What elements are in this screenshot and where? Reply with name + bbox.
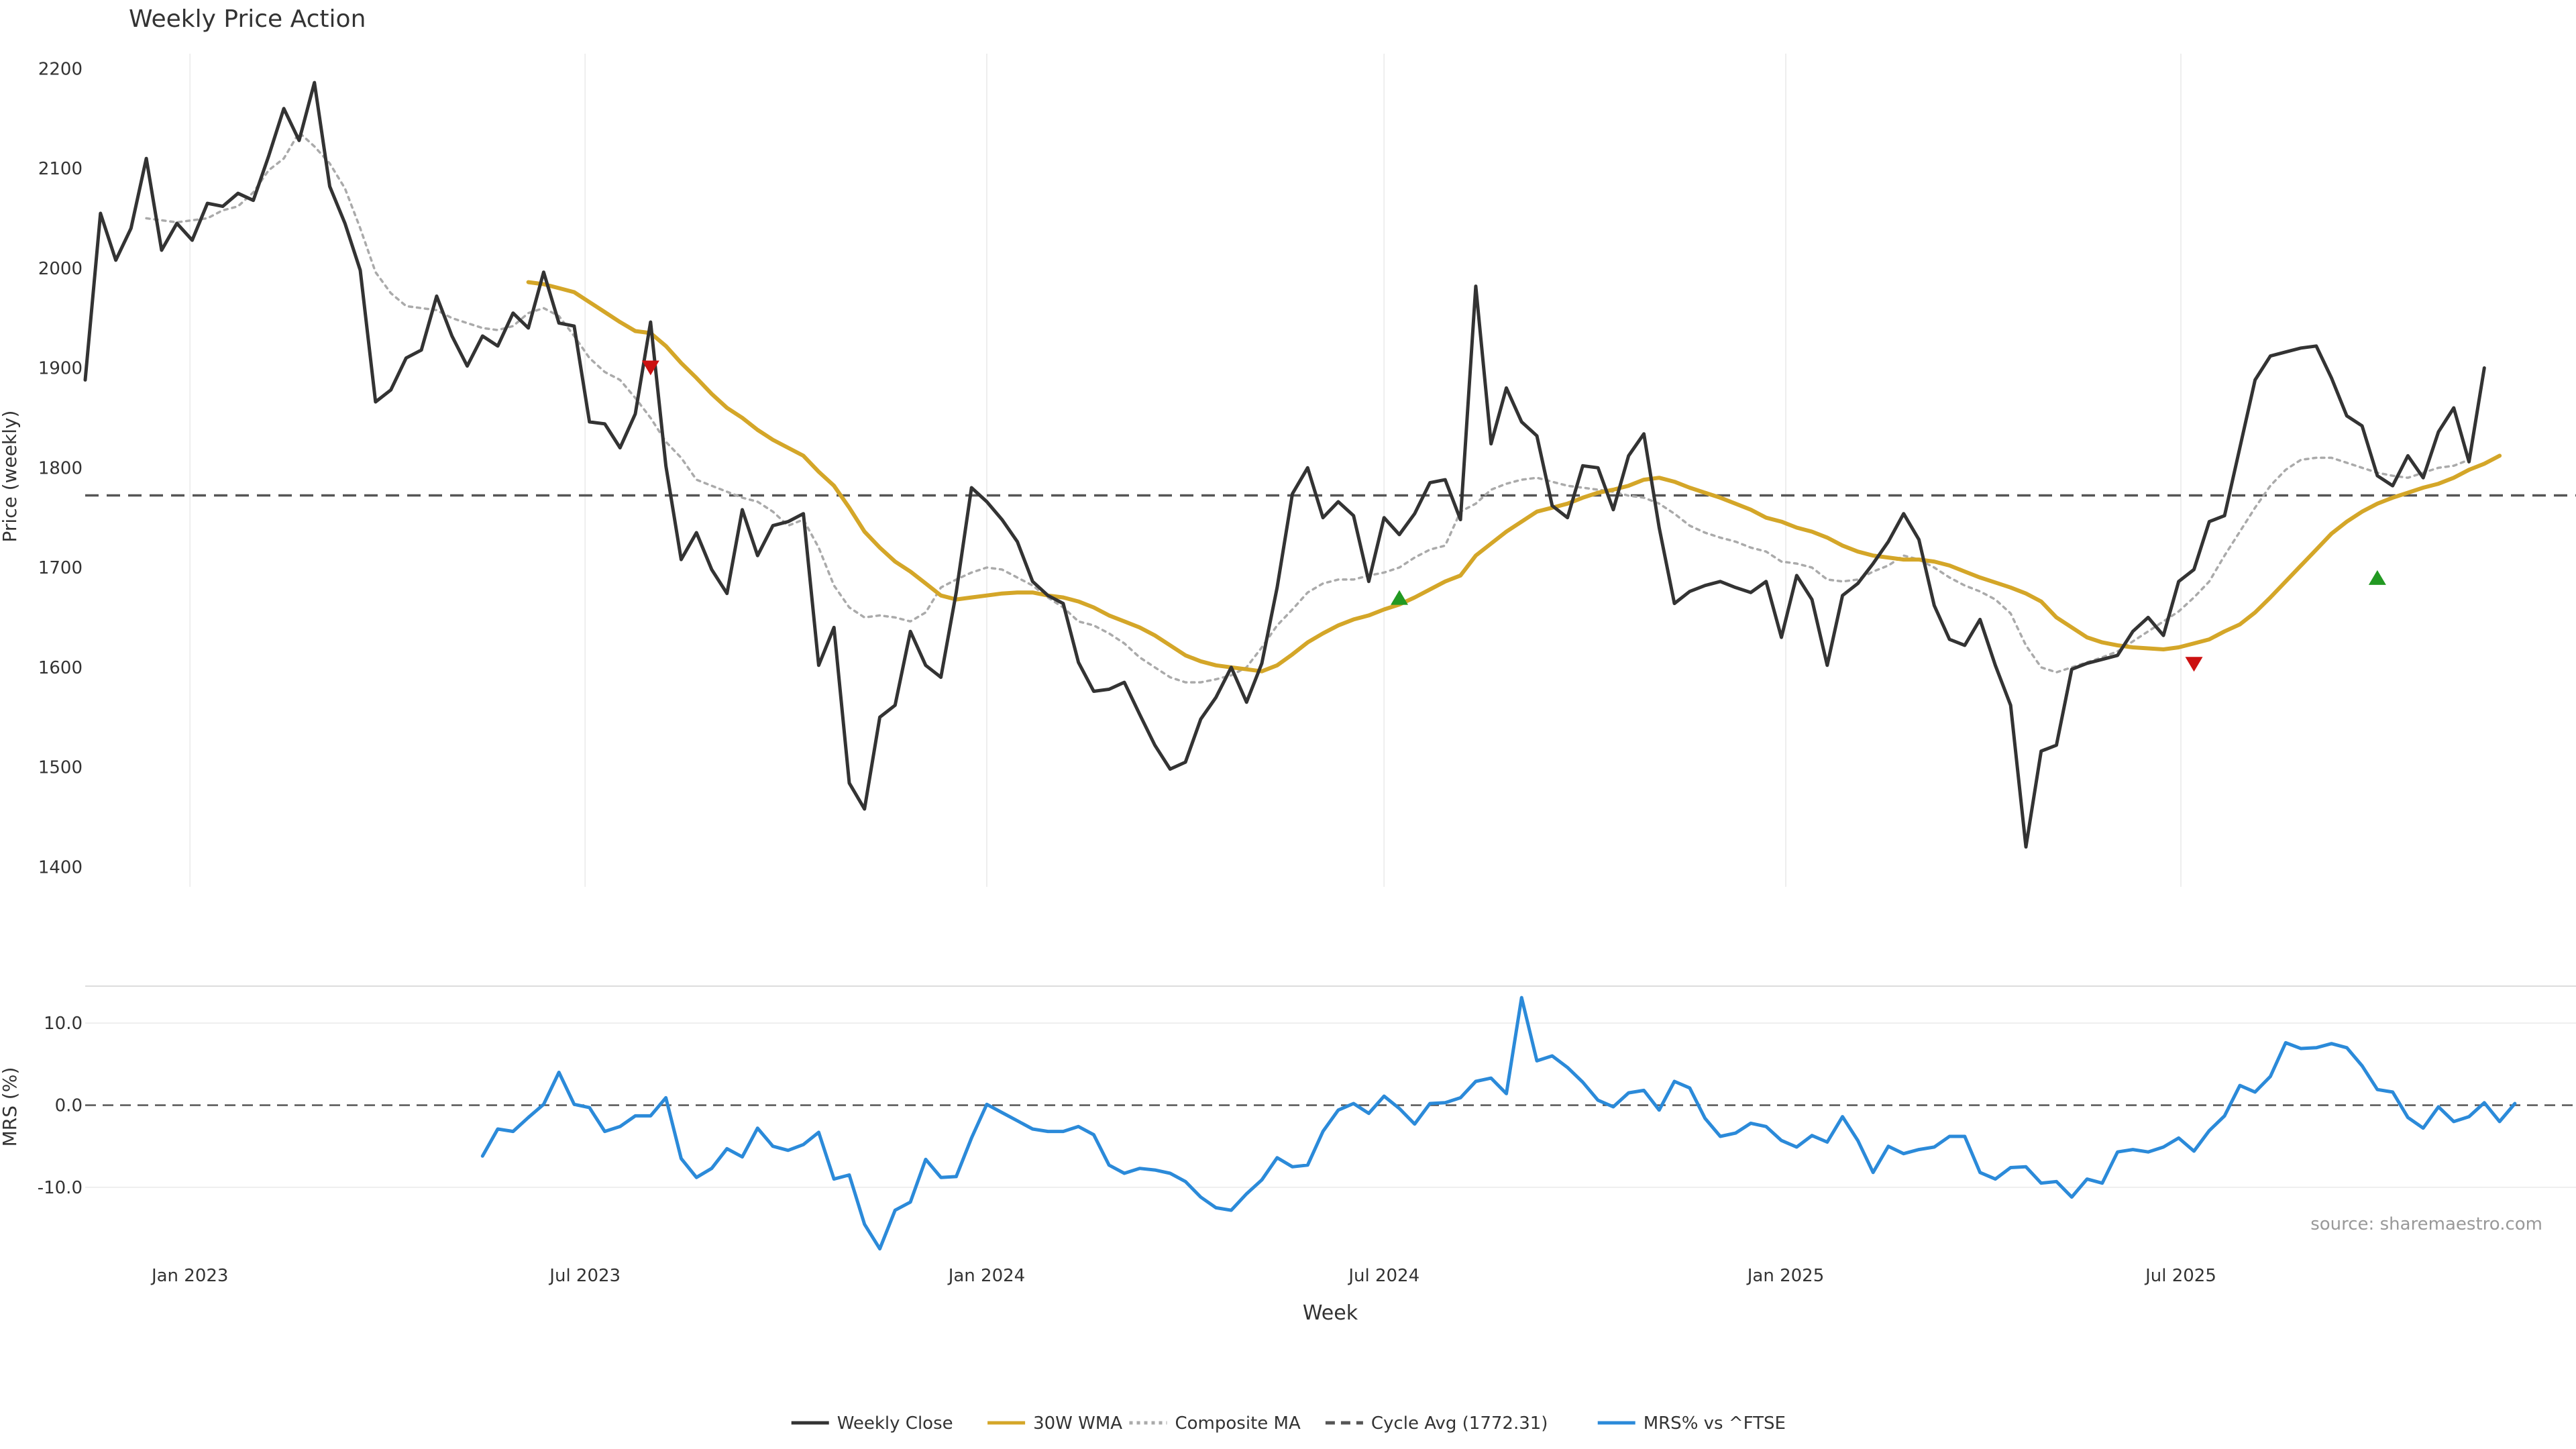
price-y-tick-label: 1800 <box>38 458 83 478</box>
legend-entry: Weekly Close <box>791 1413 953 1434</box>
mrs-panel: 10.0 0.0 -10.0 MRS (%) source: sharemaestr… <box>0 985 2576 1251</box>
x-tick-label: Jan 2023 <box>150 1266 229 1286</box>
sell-signal-marker <box>2185 657 2203 672</box>
x-tick-label: Jul 2024 <box>1347 1266 1419 1286</box>
sell-signal-marker <box>641 360 659 376</box>
price-grid <box>189 54 2182 887</box>
x-axis-label: Week <box>1303 1301 1358 1325</box>
mrs-y-tick-label: 10.0 <box>44 1014 83 1034</box>
x-tick-label: Jul 2023 <box>548 1266 621 1286</box>
price-y-tick-label: 1500 <box>38 758 83 778</box>
source-credit: source: sharemaestro.com <box>2310 1214 2542 1234</box>
price-panel: 1400 1500 1600 1700 1800 1900 2000 2100 2200 Pri… <box>0 54 2576 887</box>
legend-label: 30W WMA <box>1033 1413 1122 1434</box>
mrs-y-tick-label: 0.0 <box>55 1095 83 1116</box>
mrs-grid <box>85 985 2576 1188</box>
price-y-ticks: 1400 1500 1600 1700 1800 1900 2000 2100 2200 <box>38 59 83 877</box>
price-y-tick-label: 1900 <box>38 359 83 379</box>
legend-label: MRS% vs ^FTSE <box>1644 1413 1786 1434</box>
legend-label: Composite MA <box>1175 1413 1301 1434</box>
legend-entry: MRS% vs ^FTSE <box>1597 1413 1786 1434</box>
price-y-tick-label: 1600 <box>38 658 83 678</box>
legend-label: Cycle Avg (1772.31) <box>1371 1413 1548 1434</box>
buy-signal-marker <box>2368 570 2386 585</box>
price-y-tick-label: 2200 <box>38 59 83 79</box>
price-y-tick-label: 1400 <box>38 857 83 877</box>
x-tick-label: Jul 2025 <box>2144 1266 2216 1286</box>
price-y-axis-label: Price (weekly) <box>0 411 21 543</box>
buy-signal-marker <box>1391 590 1409 605</box>
mrs-y-tick-label: -10.0 <box>38 1178 83 1198</box>
price-y-tick-label: 2100 <box>38 159 83 179</box>
series-weekly-close-line <box>83 80 2486 849</box>
legend-label: Weekly Close <box>837 1413 953 1434</box>
mrs-y-ticks: 10.0 0.0 -10.0 <box>38 1014 83 1198</box>
x-tick-label: Jan 2025 <box>1746 1266 1825 1286</box>
chart-title: Weekly Price Action <box>129 5 366 33</box>
legend-entry: Composite MA <box>1129 1413 1301 1434</box>
price-y-tick-label: 1700 <box>38 558 83 578</box>
price-lines <box>83 80 2576 849</box>
mrs-lines <box>85 996 2576 1251</box>
legend-entry: Cycle Avg (1772.31) <box>1325 1413 1548 1434</box>
x-axis: Jan 2023 Jul 2023 Jan 2024 Jul 2024 Jan 2025… <box>150 1266 2216 1286</box>
mrs-y-axis-label: MRS (%) <box>0 1067 21 1147</box>
legend: Weekly Close 30W WMA Composite MA Cycle Avg… <box>791 1413 1786 1434</box>
price-y-tick-label: 2000 <box>38 259 83 279</box>
legend-entry: 30W WMA <box>987 1413 1122 1434</box>
signal-markers <box>641 360 2386 672</box>
series-mrs-line <box>480 996 2517 1251</box>
x-tick-label: Jan 2024 <box>947 1266 1026 1286</box>
series-30w-wma-line <box>526 280 2502 674</box>
